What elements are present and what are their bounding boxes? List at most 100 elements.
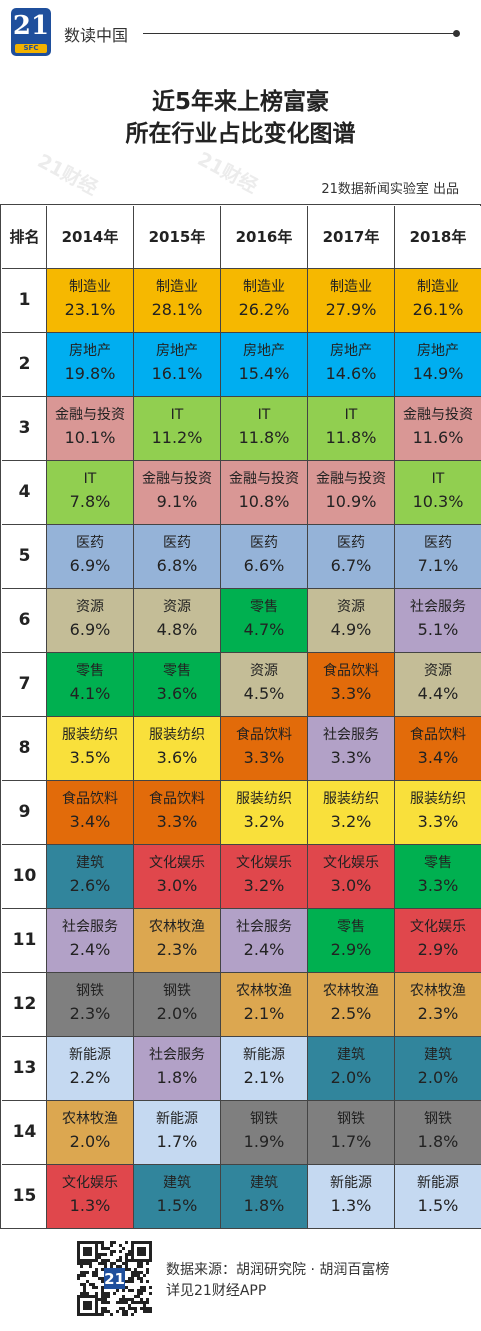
industry-name: 制造业 xyxy=(417,279,459,295)
qr-module xyxy=(113,1292,116,1295)
industry-share: 2.4% xyxy=(69,940,111,959)
qr-module xyxy=(89,1265,92,1268)
qr-module xyxy=(122,1298,125,1301)
rank-cell: 7 xyxy=(2,653,47,715)
qr-module xyxy=(140,1286,143,1289)
grid-line xyxy=(2,396,481,397)
industry-cell: 文化娱乐 3.0% xyxy=(134,845,220,908)
qr-module xyxy=(104,1292,107,1295)
qr-module xyxy=(134,1274,137,1277)
grid-line xyxy=(2,268,481,269)
industry-name: 零售 xyxy=(76,663,104,679)
industry-name: 农林牧渔 xyxy=(62,1111,118,1127)
industry-name: 医药 xyxy=(337,535,365,551)
qr-module xyxy=(134,1301,137,1304)
industry-share: 1.8% xyxy=(417,1132,459,1151)
qr-module xyxy=(116,1301,119,1304)
qr-module xyxy=(140,1307,143,1310)
industry-share: 2.3% xyxy=(156,940,198,959)
industry-share: 1.8% xyxy=(243,1196,285,1215)
industry-cell: 金融与投资 10.1% xyxy=(47,397,133,460)
industry-name: 钢铁 xyxy=(163,983,191,999)
industry-share: 11.8% xyxy=(238,428,290,447)
industry-name: 制造业 xyxy=(69,279,111,295)
rank-cell: 4 xyxy=(2,461,47,523)
qr-module xyxy=(101,1295,104,1298)
qr-module xyxy=(110,1253,113,1256)
industry-cell: 服装纺织 3.2% xyxy=(221,781,307,844)
industry-share: 3.2% xyxy=(330,812,372,831)
industry-name: 房地产 xyxy=(330,343,372,359)
qr-module xyxy=(92,1274,95,1277)
industry-share: 1.7% xyxy=(330,1132,372,1151)
qr-module xyxy=(101,1259,104,1262)
qr-module xyxy=(101,1286,104,1289)
industry-cell: 制造业 26.1% xyxy=(395,269,481,332)
grid-line xyxy=(2,844,481,845)
year-header: 2014年 xyxy=(47,206,133,268)
qr-module xyxy=(110,1262,113,1265)
industry-name: 钢铁 xyxy=(424,1111,452,1127)
industry-cell: 文化娱乐 2.9% xyxy=(395,909,481,972)
grid-line xyxy=(2,332,481,333)
qr-module xyxy=(104,1253,107,1256)
industry-name: 房地产 xyxy=(243,343,285,359)
industry-cell: 医药 6.6% xyxy=(221,525,307,588)
industry-share: 2.6% xyxy=(69,876,111,895)
chart-title-line-1: 近5年来上榜富豪 xyxy=(151,89,329,115)
qr-module xyxy=(107,1247,110,1250)
grid-line xyxy=(46,206,47,1229)
industry-cell: 房地产 14.9% xyxy=(395,333,481,396)
industry-name: 零售 xyxy=(250,599,278,615)
industry-cell: 服装纺织 3.2% xyxy=(308,781,394,844)
industry-name: 钢铁 xyxy=(76,983,104,999)
industry-share: 3.5% xyxy=(69,748,111,767)
qr-module xyxy=(149,1307,152,1310)
industry-cell: 资源 6.9% xyxy=(47,589,133,652)
qr-module xyxy=(134,1271,137,1274)
industry-cell: 服装纺织 3.6% xyxy=(134,717,220,780)
rank-cell: 9 xyxy=(2,781,47,843)
grid-line xyxy=(307,206,308,1229)
qr-module xyxy=(80,1271,83,1274)
industry-name: 资源 xyxy=(424,663,452,679)
industry-share: 1.7% xyxy=(156,1132,198,1151)
header: 21 SFC 数读中国 xyxy=(0,0,481,70)
year-header: 2018年 xyxy=(395,206,481,268)
industry-name: 农林牧渔 xyxy=(236,983,292,999)
industry-share: 3.3% xyxy=(243,748,285,767)
qr-module xyxy=(92,1271,95,1274)
industry-cell: 资源 4.4% xyxy=(395,653,481,716)
qr-module xyxy=(143,1274,146,1277)
industry-cell: 文化娱乐 3.0% xyxy=(308,845,394,908)
industry-name: 新能源 xyxy=(330,1175,372,1191)
industry-name: 制造业 xyxy=(330,279,372,295)
qr-module xyxy=(128,1304,131,1307)
industry-share: 2.1% xyxy=(243,1004,285,1023)
industry-share: 1.3% xyxy=(69,1196,111,1215)
qr-module xyxy=(125,1313,128,1316)
industry-share: 10.8% xyxy=(238,492,290,511)
qr-module xyxy=(125,1265,128,1268)
industry-name: 社会服务 xyxy=(323,727,379,743)
industry-share: 2.9% xyxy=(417,940,459,959)
industry-cell: 钢铁 2.0% xyxy=(134,973,220,1036)
industry-cell: 零售 4.1% xyxy=(47,653,133,716)
industry-name: 房地产 xyxy=(417,343,459,359)
qr-module xyxy=(131,1298,134,1301)
industry-name: 医药 xyxy=(76,535,104,551)
industry-cell: IT 10.3% xyxy=(395,461,481,524)
industry-share: 23.1% xyxy=(64,300,116,319)
qr-module xyxy=(101,1277,104,1280)
qr-module xyxy=(80,1274,83,1277)
industry-cell: 房地产 14.6% xyxy=(308,333,394,396)
data-source: 数据来源：胡润研究院 · 胡润百富榜 xyxy=(166,1262,390,1278)
industry-cell: 建筑 1.5% xyxy=(134,1165,220,1228)
qr-module xyxy=(143,1289,146,1292)
industry-share: 19.8% xyxy=(64,364,116,383)
qr-module xyxy=(98,1253,101,1256)
industry-share: 2.4% xyxy=(243,940,285,959)
qr-module xyxy=(131,1277,134,1280)
industry-cell: 服装纺织 3.5% xyxy=(47,717,133,780)
qr-module xyxy=(128,1253,131,1256)
